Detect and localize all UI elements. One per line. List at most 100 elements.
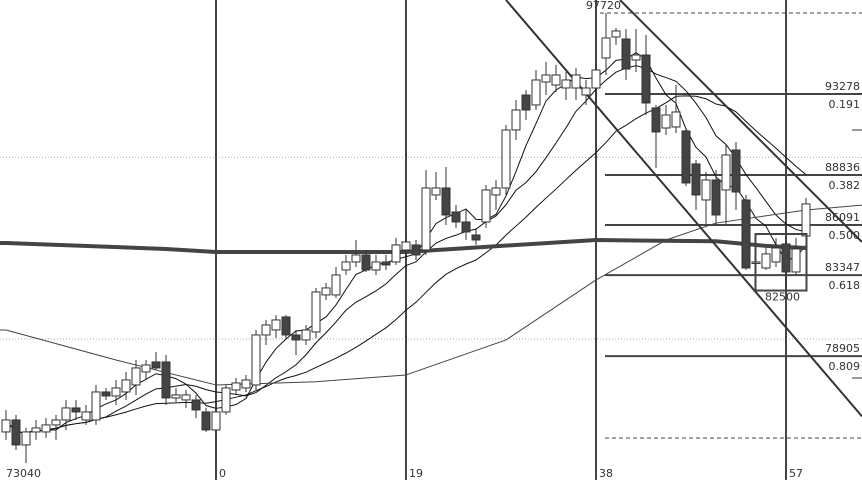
candle-down <box>651 107 661 133</box>
candle-down <box>781 243 791 273</box>
candle-up <box>791 248 801 273</box>
candle-down <box>191 399 201 411</box>
candle-up <box>131 367 141 386</box>
candle-up <box>111 387 121 397</box>
candle-down <box>741 199 751 269</box>
candle-up <box>51 419 61 426</box>
candle-up <box>81 411 91 421</box>
candle-up <box>541 74 551 83</box>
candle-up <box>181 394 191 401</box>
candle-down <box>161 361 171 399</box>
candle-up <box>171 394 181 399</box>
candle-up <box>21 431 31 446</box>
fib-ratio-label: 0.809 <box>829 360 861 373</box>
candle-up <box>581 87 591 96</box>
moving-averages <box>0 51 862 433</box>
high-label: 97720 <box>586 0 621 12</box>
candle-up <box>631 54 641 61</box>
candle-up <box>501 129 511 189</box>
candle-up <box>601 37 611 59</box>
candle-up <box>671 111 681 128</box>
candle-up <box>481 189 491 223</box>
candle-up <box>1 419 11 433</box>
candle-up <box>41 424 51 433</box>
candle-up <box>331 274 341 296</box>
box-low-label: 82500 <box>765 291 800 304</box>
candle-up <box>61 407 71 421</box>
x-label: 0 <box>219 467 226 480</box>
candle-up <box>251 334 261 386</box>
candle-up <box>31 427 41 433</box>
candle-down <box>461 221 471 233</box>
candle-down <box>471 234 481 241</box>
fib-ratio-label: 0.500 <box>829 229 861 242</box>
candle-up <box>261 324 271 336</box>
candle-up <box>431 187 441 196</box>
long-ma-thick-line <box>0 238 807 254</box>
candle-up <box>591 69 601 89</box>
low-label: 73040 <box>6 467 41 480</box>
candle-down <box>281 316 291 336</box>
candle-down <box>381 261 391 266</box>
candle-down <box>101 391 111 397</box>
candle-up <box>141 364 151 373</box>
candle-up <box>571 74 581 89</box>
trendline <box>619 0 862 243</box>
fib-price-label: 93278 <box>825 80 860 93</box>
candle-down <box>411 244 421 256</box>
fib-price-label: 86091 <box>825 211 860 224</box>
candle-down <box>641 54 651 104</box>
fib-ratio-label: 0.382 <box>829 179 861 192</box>
candle-down <box>731 149 741 193</box>
candle-up <box>241 379 251 389</box>
fib-price-label: 88836 <box>825 161 860 174</box>
candle-up <box>221 387 231 413</box>
candle-up <box>211 411 221 431</box>
candle-up <box>321 287 331 296</box>
candle-down <box>691 163 701 196</box>
candle-up <box>721 154 731 191</box>
ma-10-line <box>5 65 807 433</box>
candle-up <box>311 291 321 333</box>
candle-up <box>421 187 431 251</box>
fib-price-label: 83347 <box>825 261 860 274</box>
ma-20-line <box>5 95 807 433</box>
trendline <box>505 0 862 418</box>
candle-up <box>801 203 811 237</box>
candle-down <box>681 130 691 184</box>
candle-up <box>701 179 711 201</box>
candle-up <box>271 319 281 331</box>
candle-up <box>341 261 351 271</box>
candle-down <box>711 179 721 216</box>
trend-channel <box>505 0 862 418</box>
candle-down <box>11 419 21 446</box>
gridlines <box>0 12 862 439</box>
candle-up <box>401 241 411 251</box>
candle-up <box>121 379 131 393</box>
candle-up <box>561 79 571 89</box>
candle-down <box>521 94 531 111</box>
x-label: 38 <box>599 467 613 480</box>
fib-ratio-label: 0.618 <box>829 279 861 292</box>
candle-down <box>71 407 81 413</box>
fibonacci-levels <box>605 93 862 358</box>
candle-up <box>551 74 561 86</box>
fib-ratio-label: 0.191 <box>829 98 861 111</box>
candle-up <box>531 79 541 106</box>
candle-down <box>361 254 371 271</box>
candle-down <box>621 38 631 70</box>
x-label: 19 <box>409 467 423 480</box>
candle-up <box>351 254 361 263</box>
candle-up <box>761 253 771 269</box>
candle-down <box>451 211 461 223</box>
long-ma-thin-line <box>0 204 862 386</box>
candle-up <box>611 30 621 38</box>
candle-up <box>771 247 781 263</box>
candle-up <box>301 329 311 341</box>
candle-down <box>291 334 301 341</box>
candle-up <box>491 187 501 196</box>
labels: 97720 73040 82500 0 19 38 57 93278 0.191… <box>6 0 860 480</box>
consolidation-box <box>754 233 808 292</box>
